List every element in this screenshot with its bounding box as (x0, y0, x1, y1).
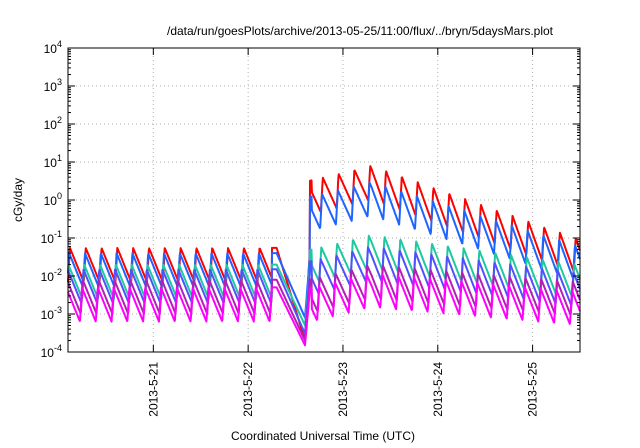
x-tick-label: 2013-5-23 (336, 362, 350, 417)
x-tick-label: 2013-5-24 (431, 362, 445, 417)
x-tick-label: 2013-5-25 (526, 362, 540, 417)
y-axis-label: cGy/day (11, 178, 25, 222)
x-axis-label: Coordinated Universal Time (UTC) (231, 429, 415, 443)
x-axis: 2013-5-21 2013-5-22 2013-5-23 2013-5-24 2013… (146, 48, 540, 417)
y-tick-label: 103 (44, 77, 62, 94)
data-series-line (67, 181, 581, 319)
y-tick-label: 100 (44, 191, 62, 208)
data-series-line (67, 273, 581, 347)
chart-title: /data/run/goesPlots/archive/2013-05-25/1… (167, 24, 554, 38)
series-layer (67, 165, 581, 347)
y-tick-label: 102 (44, 115, 62, 132)
data-series-line (67, 246, 581, 335)
data-series-line (67, 234, 581, 327)
y-tick-label: 10-3 (41, 305, 62, 322)
y-tick-label: 101 (44, 153, 62, 170)
x-tick-label: 2013-5-22 (241, 362, 255, 417)
y-tick-label: 10-4 (41, 343, 62, 360)
x-tick-label: 2013-5-21 (146, 362, 160, 417)
y-tick-label: 10-2 (41, 267, 62, 284)
y-axis: 10-4 10-3 10-2 10-1 100 101 102 103 104 (41, 39, 580, 360)
y-tick-label: 10-1 (41, 229, 62, 246)
data-series-line (67, 264, 581, 342)
y-tick-label: 104 (44, 39, 62, 56)
